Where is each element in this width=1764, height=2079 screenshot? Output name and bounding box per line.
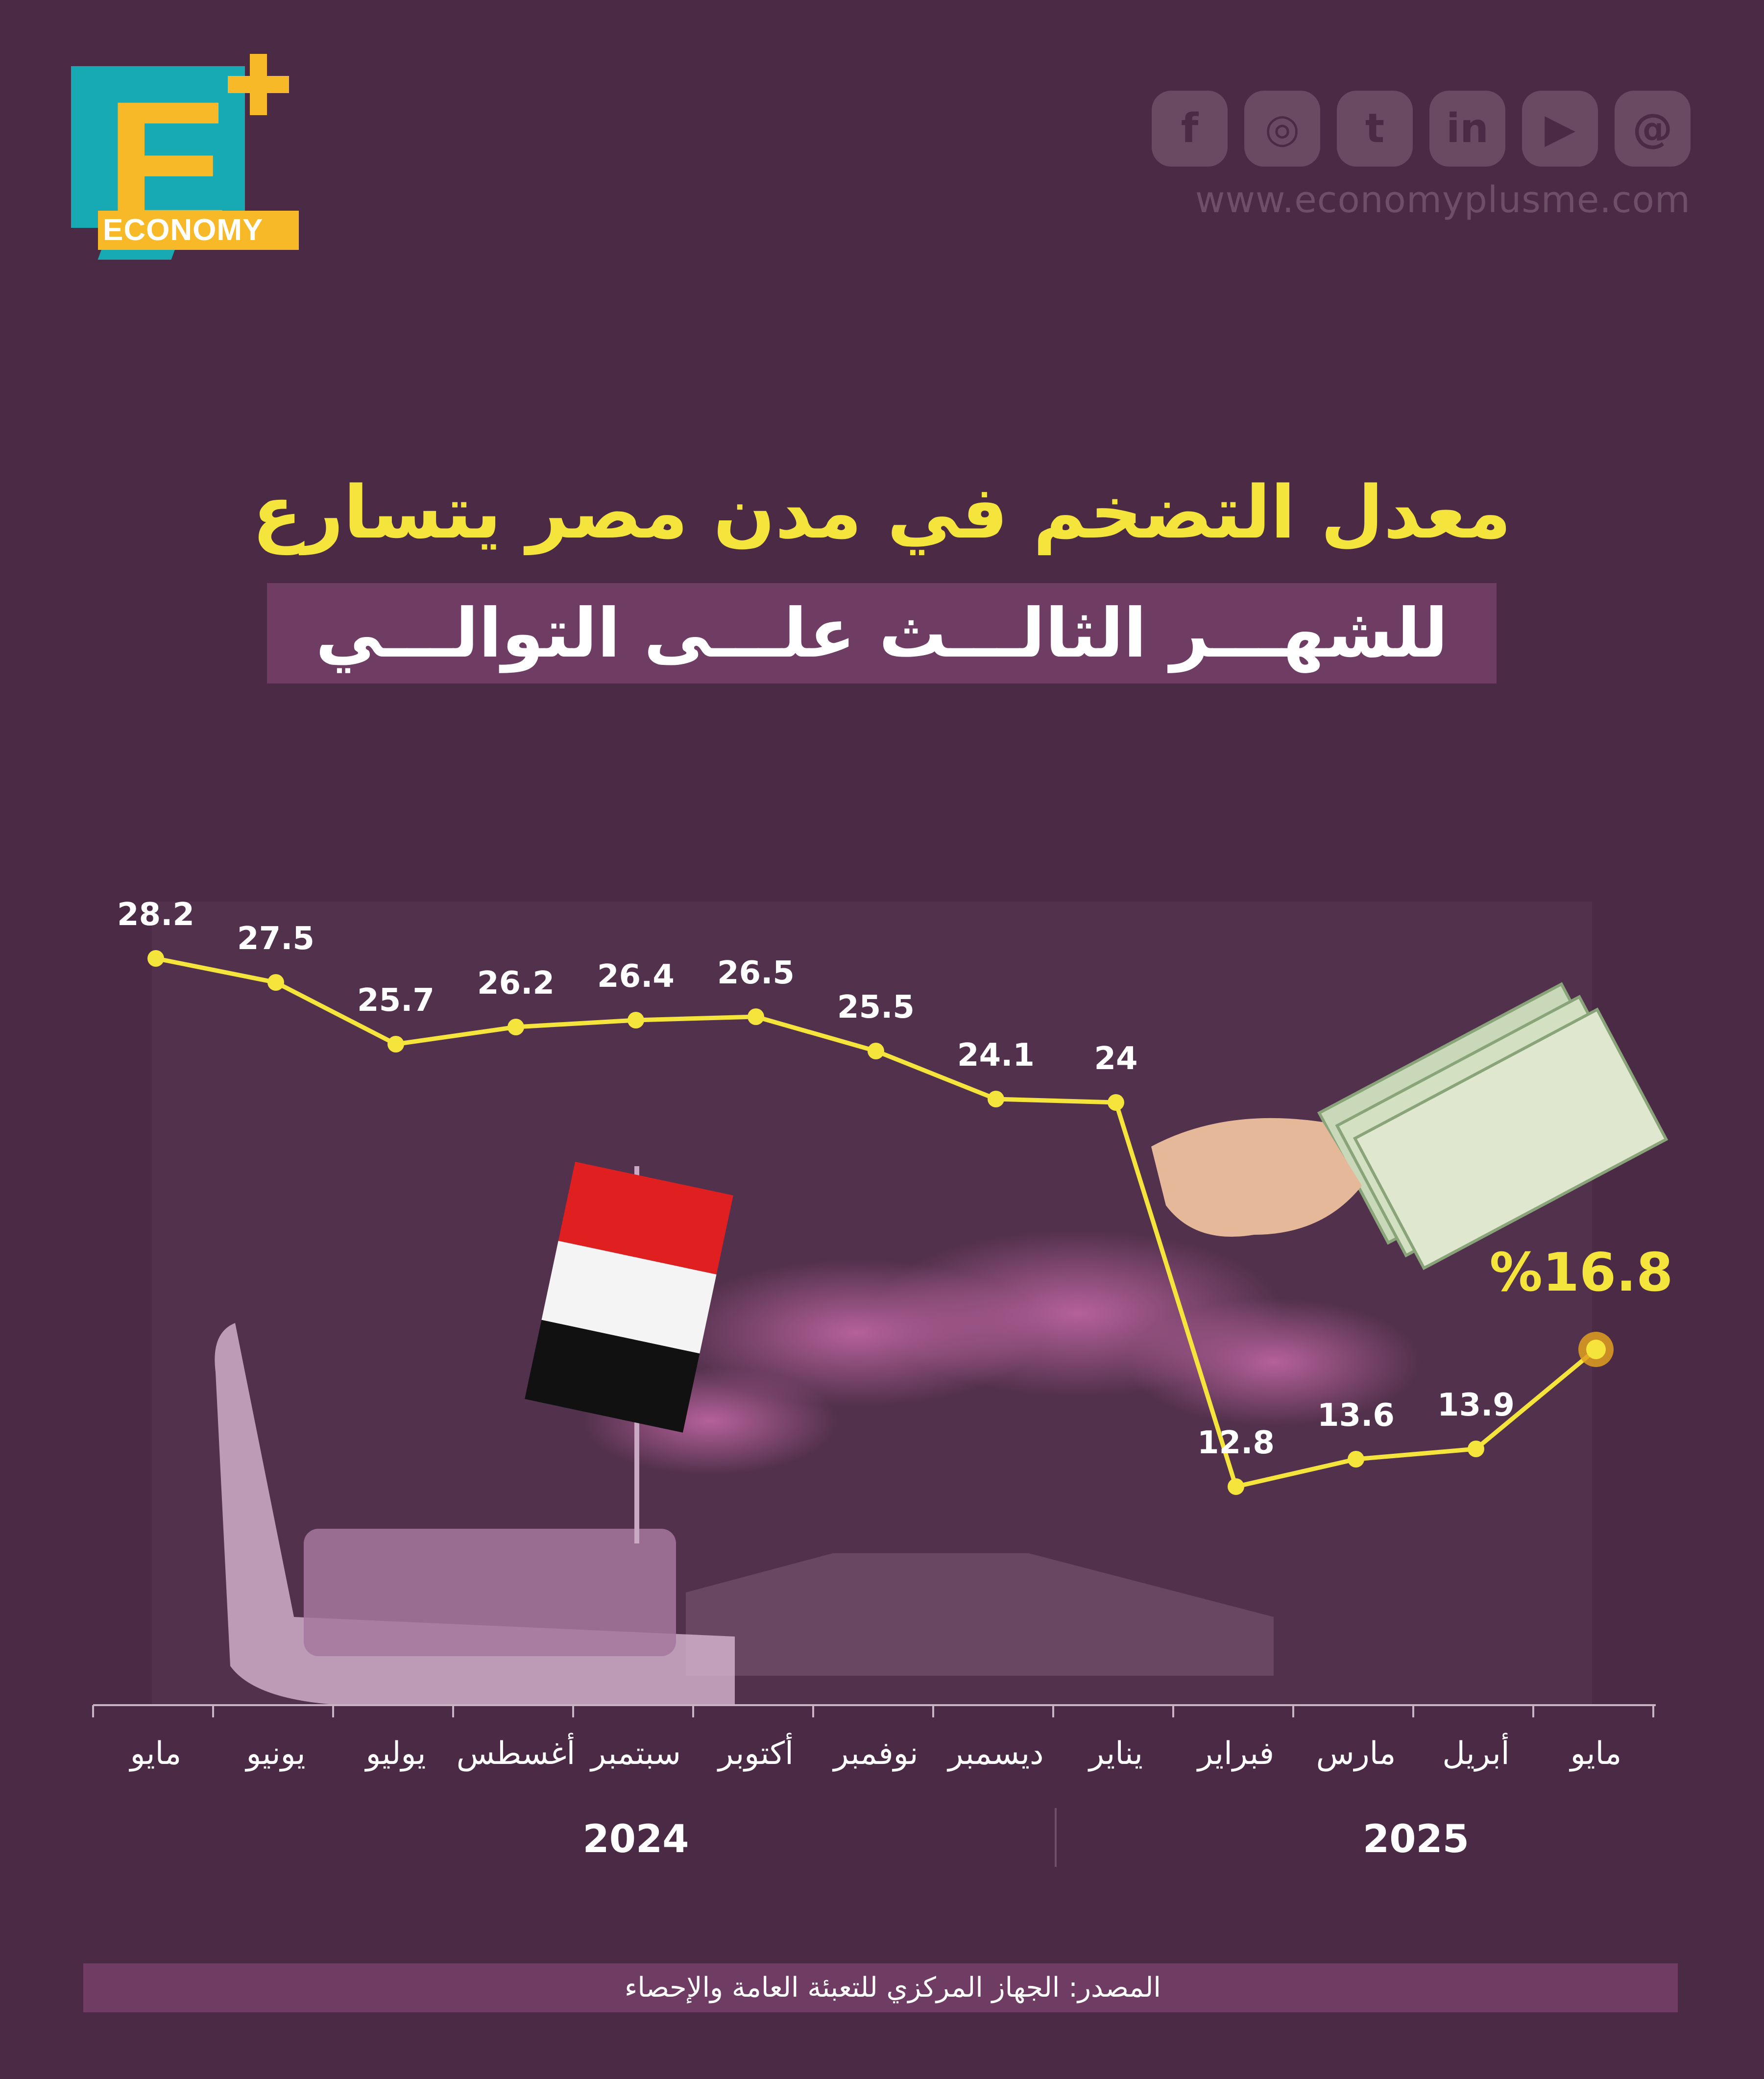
logo-teal-block — [71, 66, 245, 228]
linkedin-icon[interactable]: in — [1429, 91, 1505, 167]
data-label: 28.2 — [117, 897, 194, 933]
instagram-icon[interactable]: ◎ — [1244, 91, 1320, 167]
x-tick-label: مايو — [1569, 1736, 1622, 1772]
x-tick-label: مارس — [1316, 1736, 1396, 1772]
data-label: 25.7 — [357, 982, 435, 1019]
egypt-flag-black — [525, 1320, 700, 1433]
cloud-3 — [1127, 1298, 1421, 1426]
egypt-flag-white — [541, 1241, 717, 1354]
data-label: 26.5 — [717, 955, 795, 991]
banknotes-in-hand — [1317, 982, 1668, 1271]
x-tick-label: فبراير — [1196, 1736, 1274, 1772]
subheadline-banner — [267, 583, 1497, 684]
data-point — [507, 1019, 524, 1035]
website-url[interactable]: www.economyplusme.com — [1195, 179, 1691, 221]
year-labels: 2024 2025 — [582, 1817, 1469, 1861]
data-point — [267, 974, 284, 991]
logo-wordmark: ECONOMY — [98, 211, 299, 250]
data-label-highlight: %16.8 — [1490, 1242, 1673, 1303]
threads-icon[interactable]: @ — [1615, 91, 1691, 167]
data-label: 26.2 — [477, 965, 555, 1002]
data-point — [147, 950, 164, 967]
data-point — [988, 1091, 1004, 1107]
twitter-icon[interactable]: t — [1337, 91, 1413, 167]
data-point — [1586, 1340, 1606, 1359]
bank-building — [686, 1553, 1274, 1676]
x-axis-labels: مايو يونيو يوليو أغسطس سبتمبر أكتوبر نوفمبر ديس… — [129, 1733, 1622, 1772]
economy-plus-logo: E ECONOMY — [71, 54, 299, 265]
grocery-basket — [304, 1529, 676, 1656]
data-points — [147, 950, 1614, 1495]
data-point — [628, 1012, 644, 1028]
data-label: 13.9 — [1437, 1387, 1515, 1423]
subheadline: للشهـــر الثالـــث علـــى التوالـــي — [315, 594, 1448, 673]
data-point — [748, 1008, 764, 1025]
data-label: 13.6 — [1317, 1397, 1395, 1434]
social-icons: f ◎ t in ▶ @ — [1152, 91, 1691, 167]
data-point — [1348, 1451, 1364, 1468]
data-point — [1468, 1441, 1484, 1457]
data-point — [1228, 1478, 1244, 1495]
year-label: 2025 — [1363, 1817, 1469, 1861]
youtube-icon[interactable]: ▶ — [1522, 91, 1598, 167]
data-point — [387, 1036, 404, 1052]
source-banner — [83, 1963, 1678, 2012]
x-tick-label: مايو — [129, 1736, 182, 1772]
egypt-flag-red — [558, 1161, 733, 1275]
x-tick-label: أغسطس — [457, 1733, 575, 1772]
data-label: 24.1 — [957, 1037, 1035, 1074]
x-tick-label: ديسمبر — [946, 1736, 1043, 1772]
x-tick-label: نوفمبر — [832, 1736, 918, 1772]
logo-plus-horizontal — [228, 76, 289, 93]
data-label: 24 — [1094, 1041, 1137, 1077]
data-label: 27.5 — [237, 921, 314, 957]
x-tick-label: أكتوبر — [717, 1733, 794, 1772]
x-axis-ticks — [92, 1705, 1654, 1717]
x-tick-label: يونيو — [244, 1736, 305, 1772]
year-label: 2024 — [582, 1817, 689, 1861]
source-text: المصدر: الجهاز المركزي للتعبئة العامة وا… — [624, 1972, 1161, 2004]
headline: معدل التضخم في مدن مصر يتسارع — [252, 470, 1512, 555]
data-label: 12.8 — [1197, 1425, 1275, 1461]
x-tick-label: سبتمبر — [589, 1736, 681, 1772]
x-tick-label: أبريل — [1442, 1733, 1509, 1772]
hand — [1151, 1118, 1362, 1237]
facebook-icon[interactable]: f — [1152, 91, 1228, 167]
data-point — [868, 1043, 884, 1059]
background-illustration — [152, 902, 1668, 1705]
x-tick-label: يوليو — [364, 1736, 426, 1772]
data-label: 25.5 — [837, 989, 915, 1026]
x-tick-label: يناير — [1087, 1736, 1143, 1772]
data-labels: 28.2 27.5 25.7 26.2 26.4 26.5 25.5 24.1 24 12.8 13… — [117, 897, 1673, 1461]
data-label: 26.4 — [597, 958, 675, 995]
data-point — [1108, 1094, 1124, 1111]
